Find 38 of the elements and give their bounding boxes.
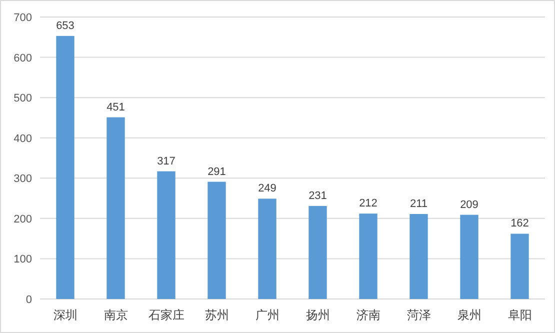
y-tick-label: 100 [14, 254, 32, 266]
bar [460, 214, 478, 299]
x-tick-label: 阜阳 [508, 308, 532, 322]
bar [359, 214, 378, 299]
data-label: 231 [308, 190, 327, 202]
data-label: 209 [460, 198, 478, 211]
x-tick-label: 扬州 [306, 308, 330, 322]
x-tick-label: 南京 [104, 308, 128, 322]
y-tick-label: 600 [14, 52, 32, 64]
bar [510, 234, 529, 299]
y-tick-label: 700 [14, 12, 32, 24]
data-label: 249 [258, 182, 276, 195]
x-tick-label: 济南 [356, 308, 380, 322]
x-tick-label: 菏泽 [406, 308, 431, 322]
x-tick-label: 泉州 [457, 308, 482, 322]
bar [106, 117, 125, 299]
bar [258, 198, 276, 299]
data-label: 653 [56, 20, 74, 32]
data-label: 162 [510, 218, 529, 230]
x-tick-label: 苏州 [204, 308, 229, 322]
bar [157, 171, 176, 299]
x-tick-label: 广州 [255, 308, 280, 322]
bar [208, 182, 226, 299]
y-tick-label: 500 [14, 92, 32, 105]
data-label: 212 [359, 198, 378, 210]
y-tick-label: 0 [26, 294, 32, 306]
y-tick-label: 200 [14, 213, 32, 226]
data-label: 451 [106, 101, 125, 114]
y-tick-label: 400 [14, 132, 32, 145]
data-label: 291 [208, 166, 226, 178]
data-label: 211 [410, 198, 428, 210]
bar [56, 36, 74, 299]
x-tick-label: 深圳 [53, 308, 78, 322]
bar [308, 206, 327, 299]
x-tick-label: 石家庄 [148, 308, 184, 322]
y-tick-label: 300 [14, 173, 32, 186]
data-label: 317 [157, 155, 176, 168]
bar [410, 214, 428, 299]
